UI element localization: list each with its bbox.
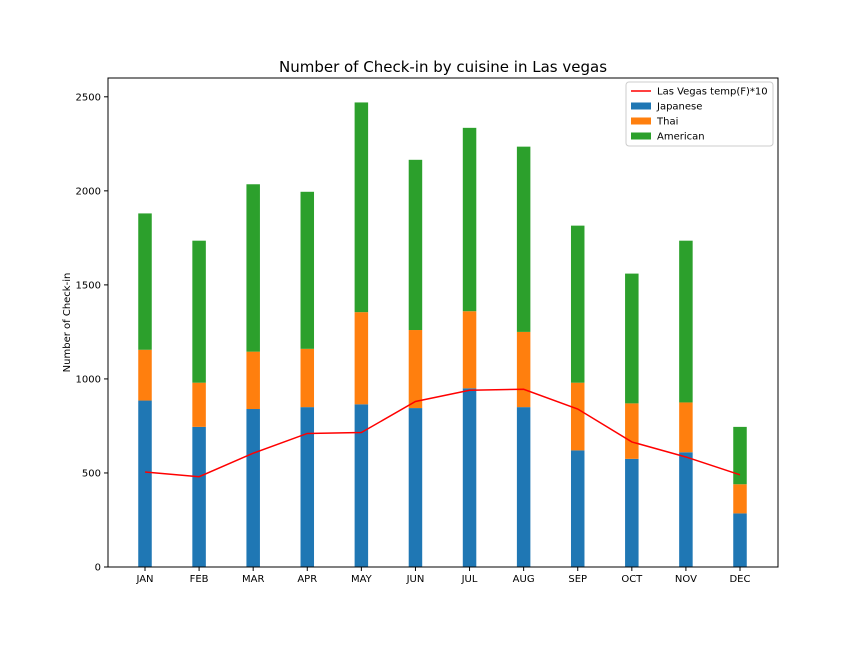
- bar-japanese-apr: [300, 407, 315, 567]
- bar-american-nov: [679, 240, 693, 403]
- legend-swatch-japanese: [631, 102, 651, 110]
- bar-american-sep: [570, 225, 585, 383]
- bar-japanese-feb: [192, 426, 206, 567]
- legend-label-american: American: [657, 132, 705, 143]
- bar-japanese-aug: [516, 407, 531, 567]
- bar-japanese-nov: [679, 452, 693, 567]
- bar-thai-jul: [462, 311, 477, 389]
- y-tick-label: 0: [95, 563, 101, 574]
- bar-thai-oct: [625, 403, 639, 459]
- bar-thai-aug: [516, 331, 531, 408]
- bar-thai-jan: [138, 349, 152, 401]
- legend-box: [625, 81, 774, 147]
- x-tick-label-may: MAY: [351, 574, 373, 585]
- x-tick-label-feb: FEB: [190, 574, 209, 585]
- bar-american-apr: [300, 191, 315, 349]
- y-axis-label: Number of Check-in: [62, 273, 73, 373]
- x-tick-label-apr: APR: [297, 574, 317, 585]
- y-tick-label: 2500: [76, 92, 101, 103]
- legend-swatch-thai: [631, 117, 651, 125]
- x-tick-label-oct: OCT: [621, 574, 643, 585]
- bar-american-may: [354, 102, 369, 313]
- x-tick-label-jul: JUL: [461, 574, 478, 585]
- bar-japanese-mar: [246, 409, 260, 567]
- x-tick-label-sep: SEP: [568, 574, 587, 585]
- legend-label-temperature: Las Vegas temp(F)*10: [657, 87, 768, 98]
- y-tick-label: 1500: [76, 280, 101, 291]
- y-axis: 0 500 1000 1500 2000 2500: [76, 92, 108, 574]
- temperature-line: [144, 388, 741, 478]
- plot-frame: [107, 77, 779, 568]
- bar-thai-dec: [733, 484, 747, 514]
- bar-american-dec: [733, 426, 747, 485]
- bar-american-oct: [625, 273, 639, 404]
- x-tick-label-jan: JAN: [135, 574, 153, 585]
- bar-american-jan: [138, 213, 152, 350]
- bars-layer: [138, 102, 747, 567]
- x-tick-label-dec: DEC: [729, 574, 750, 585]
- x-axis: JAN FEB MAR APR MAY JUN JUL AUG SEP OCT NOV DEC: [135, 567, 751, 585]
- bar-american-aug: [516, 146, 531, 332]
- bar-thai-may: [354, 312, 369, 405]
- x-tick-label-nov: NOV: [675, 574, 697, 585]
- bar-thai-jun: [408, 330, 423, 409]
- legend-label-japanese: Japanese: [656, 102, 702, 113]
- bar-japanese-jan: [138, 400, 152, 567]
- x-tick-label-jun: JUN: [406, 574, 425, 585]
- legend-label-thai: Thai: [656, 117, 678, 128]
- bar-thai-sep: [570, 382, 585, 451]
- bar-japanese-jul: [462, 388, 477, 567]
- bar-japanese-dec: [733, 513, 747, 567]
- bar-american-feb: [192, 240, 206, 383]
- y-tick-label: 500: [82, 468, 101, 479]
- legend: Las Vegas temp(F)*10 Japanese Thai American: [625, 81, 774, 147]
- bar-american-jul: [462, 127, 477, 312]
- bar-japanese-jun: [408, 408, 423, 567]
- bar-japanese-sep: [570, 450, 585, 567]
- bar-thai-apr: [300, 348, 315, 408]
- y-tick-label: 2000: [76, 186, 101, 197]
- chart-title: Number of Check-in by cuisine in Las veg…: [279, 58, 607, 76]
- bar-japanese-may: [354, 404, 369, 567]
- bar-thai-feb: [192, 382, 206, 427]
- x-tick-label-mar: MAR: [242, 574, 264, 585]
- legend-swatch-american: [631, 132, 651, 140]
- y-tick-label: 1000: [76, 374, 101, 385]
- x-tick-label-aug: AUG: [513, 574, 535, 585]
- temperature-line-layer: [144, 388, 741, 478]
- bar-american-jun: [408, 159, 423, 331]
- bar-american-mar: [246, 184, 260, 352]
- bar-thai-mar: [246, 351, 260, 410]
- bar-thai-nov: [679, 402, 693, 453]
- bar-japanese-oct: [625, 458, 639, 567]
